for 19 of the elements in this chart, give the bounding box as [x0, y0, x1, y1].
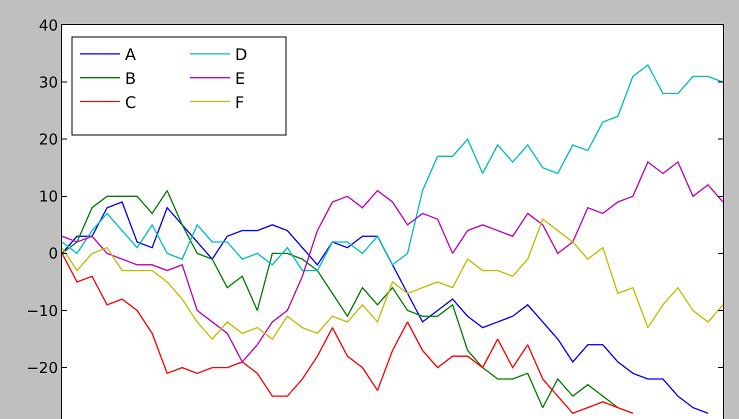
line-series: [62, 190, 618, 408]
legend-label: C: [125, 92, 136, 112]
line-series: [62, 201, 709, 414]
legend-label: F: [235, 92, 244, 112]
y-tick-label: 40: [38, 16, 58, 34]
line-series: [62, 64, 723, 272]
y-tick-label: 20: [38, 130, 58, 148]
legend-label: B: [125, 68, 136, 88]
legend-label: A: [125, 45, 136, 64]
line-series: [62, 252, 634, 414]
y-tick-label: 30: [38, 73, 58, 92]
y-tick-label: 10: [38, 188, 58, 206]
legend-label: E: [235, 68, 246, 88]
line-series: [62, 218, 723, 340]
y-tick-label: −20: [26, 358, 58, 377]
y-tick-label: −10: [26, 302, 58, 320]
y-tick-label: 0: [48, 244, 58, 263]
legend-label: D: [235, 45, 248, 64]
line-series: [62, 161, 723, 363]
